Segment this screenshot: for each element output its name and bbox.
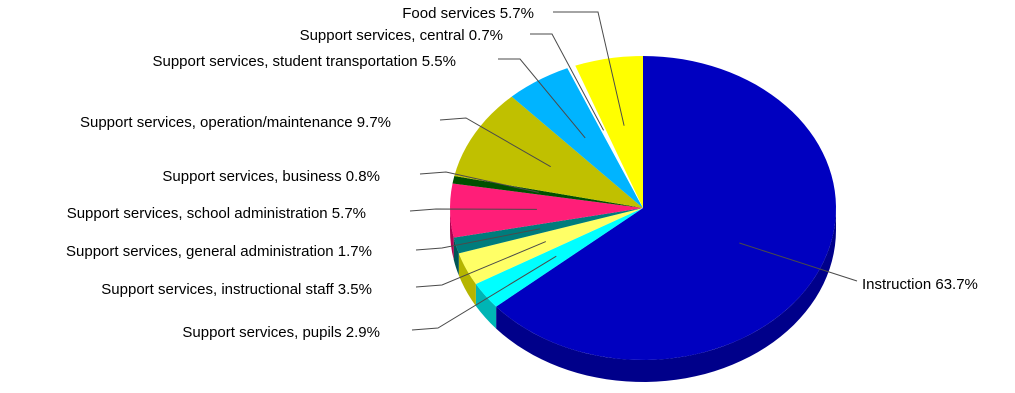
slice-label-8: Support services, student transportation… — [152, 53, 456, 70]
slice-label-10: Food services 5.7% — [402, 5, 534, 22]
pie-slice-4 — [453, 208, 643, 254]
pie-side-2 — [475, 284, 497, 329]
leader-line-5 — [409, 208, 537, 212]
pie-side-1 — [496, 208, 836, 382]
pie-side-3 — [458, 253, 476, 306]
pie-side-walls — [450, 208, 836, 382]
leader-line-9 — [530, 33, 605, 131]
slice-label-2: Support services, pupils 2.9% — [182, 324, 380, 341]
leader-line-6 — [419, 171, 539, 193]
slice-label-7: Support services, operation/maintenance … — [80, 114, 391, 131]
leader-line-2 — [411, 255, 557, 331]
leader-line-10 — [553, 11, 625, 126]
pie-slice-3 — [458, 208, 643, 284]
leader-line-1 — [739, 242, 858, 282]
slice-label-4: Support services, general administration… — [66, 243, 372, 260]
pie-slice-9 — [567, 65, 643, 208]
label-leader-lines — [409, 11, 858, 331]
leader-line-4 — [415, 228, 541, 251]
slice-labels: Instruction 63.7% Support services, pupil… — [66, 5, 978, 341]
leader-line-8 — [498, 58, 586, 139]
pie-slice-10 — [575, 56, 643, 208]
leader-line-7 — [439, 117, 551, 168]
pie-slice-8 — [511, 68, 643, 209]
slice-label-5: Support services, school administration … — [67, 205, 366, 222]
leader-line-3 — [415, 241, 546, 288]
slice-label-3: Support services, instructional staff 3.… — [101, 281, 372, 298]
pie-slice-1 — [496, 56, 836, 360]
slice-label-1: Instruction 63.7% — [862, 276, 978, 293]
pie-side-4 — [453, 237, 459, 276]
pie-slice-5 — [450, 183, 643, 238]
pie-slices — [450, 56, 836, 360]
slice-label-9: Support services, central 0.7% — [300, 27, 503, 44]
pie-slice-7 — [454, 96, 643, 208]
pie-side-5 — [450, 208, 454, 260]
pie-slice-2 — [475, 208, 643, 307]
slice-label-6: Support services, business 0.8% — [162, 168, 380, 185]
